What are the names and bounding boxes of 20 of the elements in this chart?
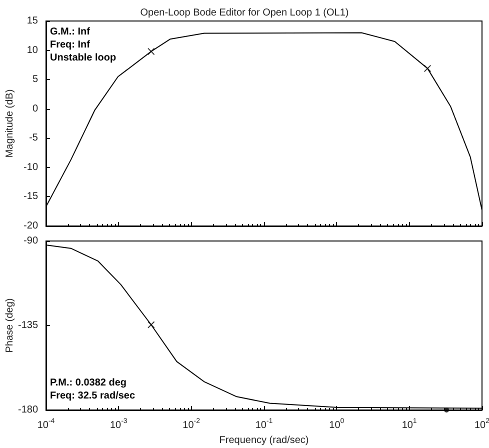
y-tick-label: -15 <box>24 191 38 202</box>
y-tick-label: -180 <box>18 404 38 416</box>
y-tick-label: -20 <box>24 220 38 232</box>
annotation: Unstable loop <box>50 52 116 64</box>
y-tick-label: 15 <box>26 16 38 26</box>
y-tick-label: -5 <box>29 132 38 144</box>
annotation: G.M.: Inf <box>50 26 91 38</box>
y-tick-label: 10 <box>26 44 38 56</box>
y-tick-label: -10 <box>24 162 38 173</box>
y-tick-label: 5 <box>32 74 38 86</box>
chart-title: Open-Loop Bode Editor for Open Loop 1 (OL1) <box>140 8 349 18</box>
y-tick-label: 0 <box>32 103 38 114</box>
x-axis-title: Frequency (rad/sec) <box>219 434 309 446</box>
annotation: P.M.: 0.0382 deg <box>50 378 127 388</box>
annotation: Freq: Inf <box>50 40 91 50</box>
annotation: Freq: 32.5 rad/sec <box>50 390 136 402</box>
y-tick-label: -135 <box>18 320 38 331</box>
y-axis-title: Phase (deg) <box>4 298 16 353</box>
y-tick-label: -90 <box>24 236 38 246</box>
y-axis-title: Magnitude (dB) <box>4 89 16 158</box>
